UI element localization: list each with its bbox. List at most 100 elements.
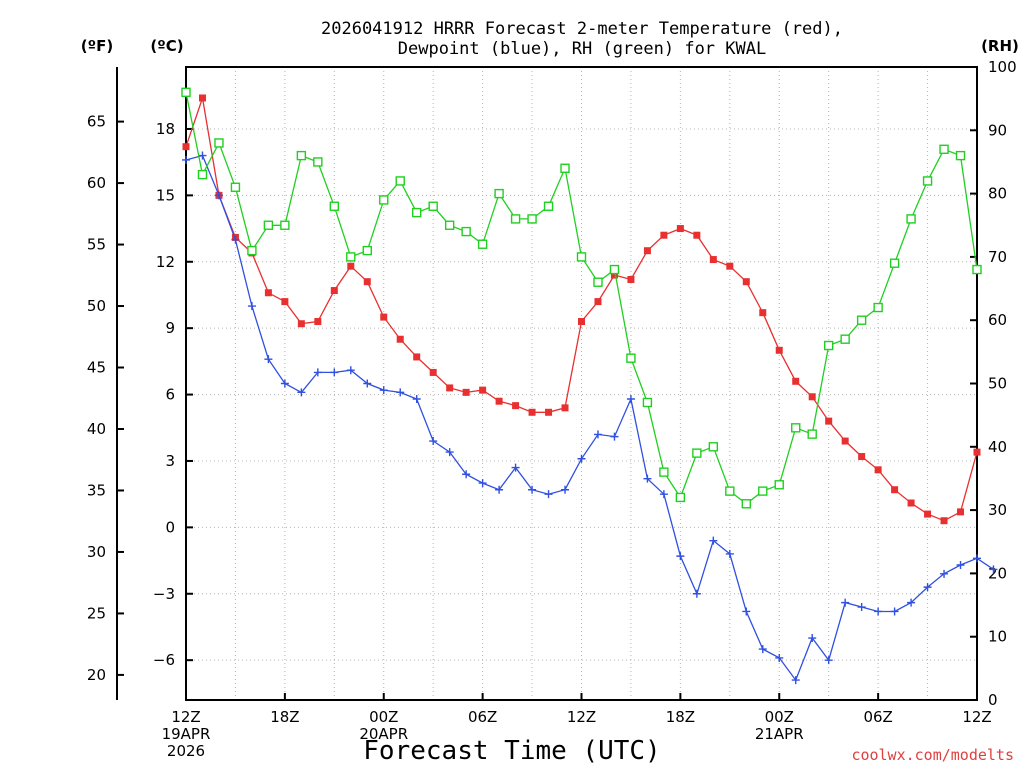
rh-point: [659, 467, 669, 477]
temperature-point: [182, 143, 190, 151]
temperature-point: [891, 486, 899, 494]
dewpoint-point: [429, 437, 438, 446]
dewpoint-point: [692, 589, 701, 598]
rh-point: [412, 207, 422, 218]
dewpoint-point: [247, 302, 256, 311]
rh-point: [197, 169, 208, 180]
temperature-point: [676, 225, 684, 233]
temperature-point: [792, 377, 800, 385]
dewpoint-point: [528, 485, 537, 494]
dewpoint-point: [676, 552, 685, 561]
temperature-point: [594, 298, 602, 306]
temperature-point: [363, 278, 371, 286]
dewpoint-point: [791, 676, 800, 685]
rh-point: [543, 201, 554, 211]
dewpoint-point: [940, 569, 949, 578]
dewpoint-point: [841, 598, 850, 607]
celsius-tick-label: 12: [156, 253, 175, 271]
rh-tick-label: 50: [988, 375, 1007, 393]
temperature-point: [627, 275, 635, 283]
rh-point: [609, 264, 620, 275]
rh-point: [922, 176, 933, 186]
rh-point: [576, 252, 587, 262]
dewpoint-point: [330, 368, 339, 377]
dewpoint-point: [264, 355, 273, 364]
x-tick-label: 21APR: [755, 725, 804, 743]
rh-point: [477, 239, 488, 249]
fahrenheit-tick-label: 65: [87, 113, 106, 131]
temperature-point: [495, 397, 503, 405]
dewpoint-point: [956, 560, 965, 569]
fahrenheit-tick-label: 40: [87, 420, 106, 438]
temperature-point: [446, 384, 454, 392]
temperature-point: [709, 256, 717, 264]
temperature-point: [297, 320, 305, 328]
temperature-point: [775, 346, 783, 354]
fahrenheit-tick-label: 45: [87, 359, 106, 377]
fahrenheit-tick-label: 20: [87, 666, 106, 684]
x-tick-label: 18Z: [666, 708, 695, 726]
rh-tick-label: 70: [988, 248, 1007, 266]
temperature-point: [841, 437, 849, 445]
temperature-point: [808, 393, 816, 401]
x-tick-label: 20APR: [359, 725, 408, 743]
rh-point: [626, 353, 636, 363]
dewpoint-point: [626, 394, 635, 403]
rh-tick-label: 40: [988, 438, 1007, 456]
temperature-point: [610, 271, 618, 279]
dewpoint-point: [824, 656, 833, 665]
x-tick-label: 06Z: [468, 708, 497, 726]
dewpoint-point: [346, 366, 355, 375]
dewpoint-point: [379, 386, 388, 395]
dewpoint-point: [280, 379, 289, 388]
temperature-point: [347, 262, 355, 270]
rh-point: [692, 448, 702, 458]
temperature-point: [545, 408, 553, 416]
temperature-point: [858, 453, 866, 461]
rh-tick-label: 100: [988, 58, 1017, 76]
fahrenheit-tick-label: 35: [87, 481, 106, 499]
celsius-tick-label: −6: [153, 651, 175, 669]
dewpoint-point: [907, 598, 916, 607]
x-tick-label: 18Z: [270, 708, 299, 726]
celsius-tick-label: 15: [156, 186, 175, 204]
rh-point: [560, 163, 570, 173]
x-tick-label: 12Z: [567, 708, 596, 726]
fahrenheit-tick-label: 55: [87, 236, 106, 254]
fahrenheit-unit-label: (ºF): [81, 37, 113, 55]
rh-point: [428, 201, 438, 211]
rh-tick-label: 0: [988, 691, 998, 709]
rh-tick-label: 10: [988, 628, 1007, 646]
rh-point: [955, 150, 966, 161]
temperature-point: [759, 309, 767, 317]
temperature-point: [380, 313, 388, 321]
celsius-tick-label: 9: [165, 319, 175, 337]
rh-point: [972, 264, 982, 275]
x-tick-label: 2026: [167, 742, 205, 760]
temperature-point: [742, 278, 750, 286]
rh-point: [247, 245, 257, 256]
rh-point: [444, 220, 455, 230]
dewpoint-point: [923, 583, 932, 592]
rh-point: [889, 258, 900, 268]
rh-point: [758, 486, 768, 496]
x-tick-label: 00Z: [369, 708, 398, 726]
grid-lines: [186, 67, 977, 700]
rh-point: [939, 144, 949, 154]
temperature-point: [462, 388, 470, 396]
rh-tick-label: 30: [988, 501, 1007, 519]
rh-point: [461, 226, 471, 237]
rh-point: [280, 220, 290, 230]
dewpoint-point: [561, 485, 570, 494]
rh-tick-label: 60: [988, 311, 1007, 329]
rh-point: [906, 214, 916, 224]
dewpoint-point: [890, 607, 899, 616]
chart-title-line-2: Dewpoint (blue), RH (green) for KWAL: [398, 39, 766, 59]
dewpoint-point: [775, 653, 784, 662]
dewpoint-point: [231, 235, 240, 244]
dewpoint-point: [577, 454, 586, 463]
rh-point: [263, 220, 274, 230]
temperature-point: [578, 318, 585, 326]
